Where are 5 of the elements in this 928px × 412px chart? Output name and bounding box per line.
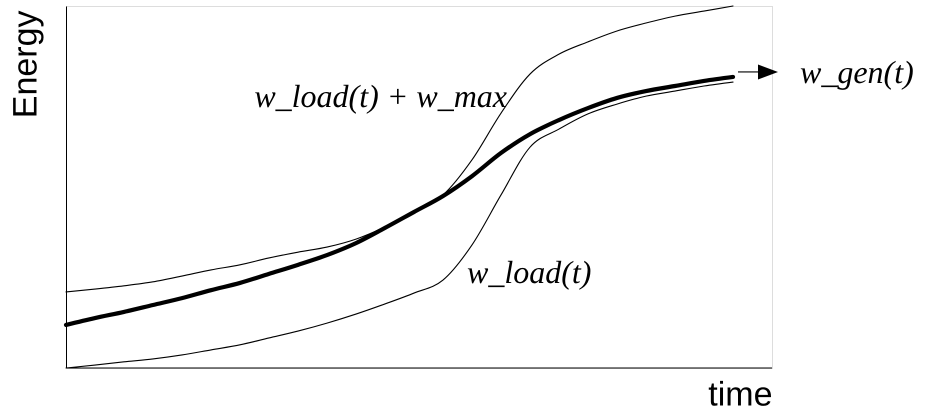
x-axis-title: time xyxy=(708,376,772,412)
y-axis-title: Energy xyxy=(6,10,44,118)
series-label: w_load(t) xyxy=(467,254,592,290)
series-label: w_load(t) + w_max xyxy=(254,78,507,114)
legend-label: w_gen(t) xyxy=(800,54,914,90)
